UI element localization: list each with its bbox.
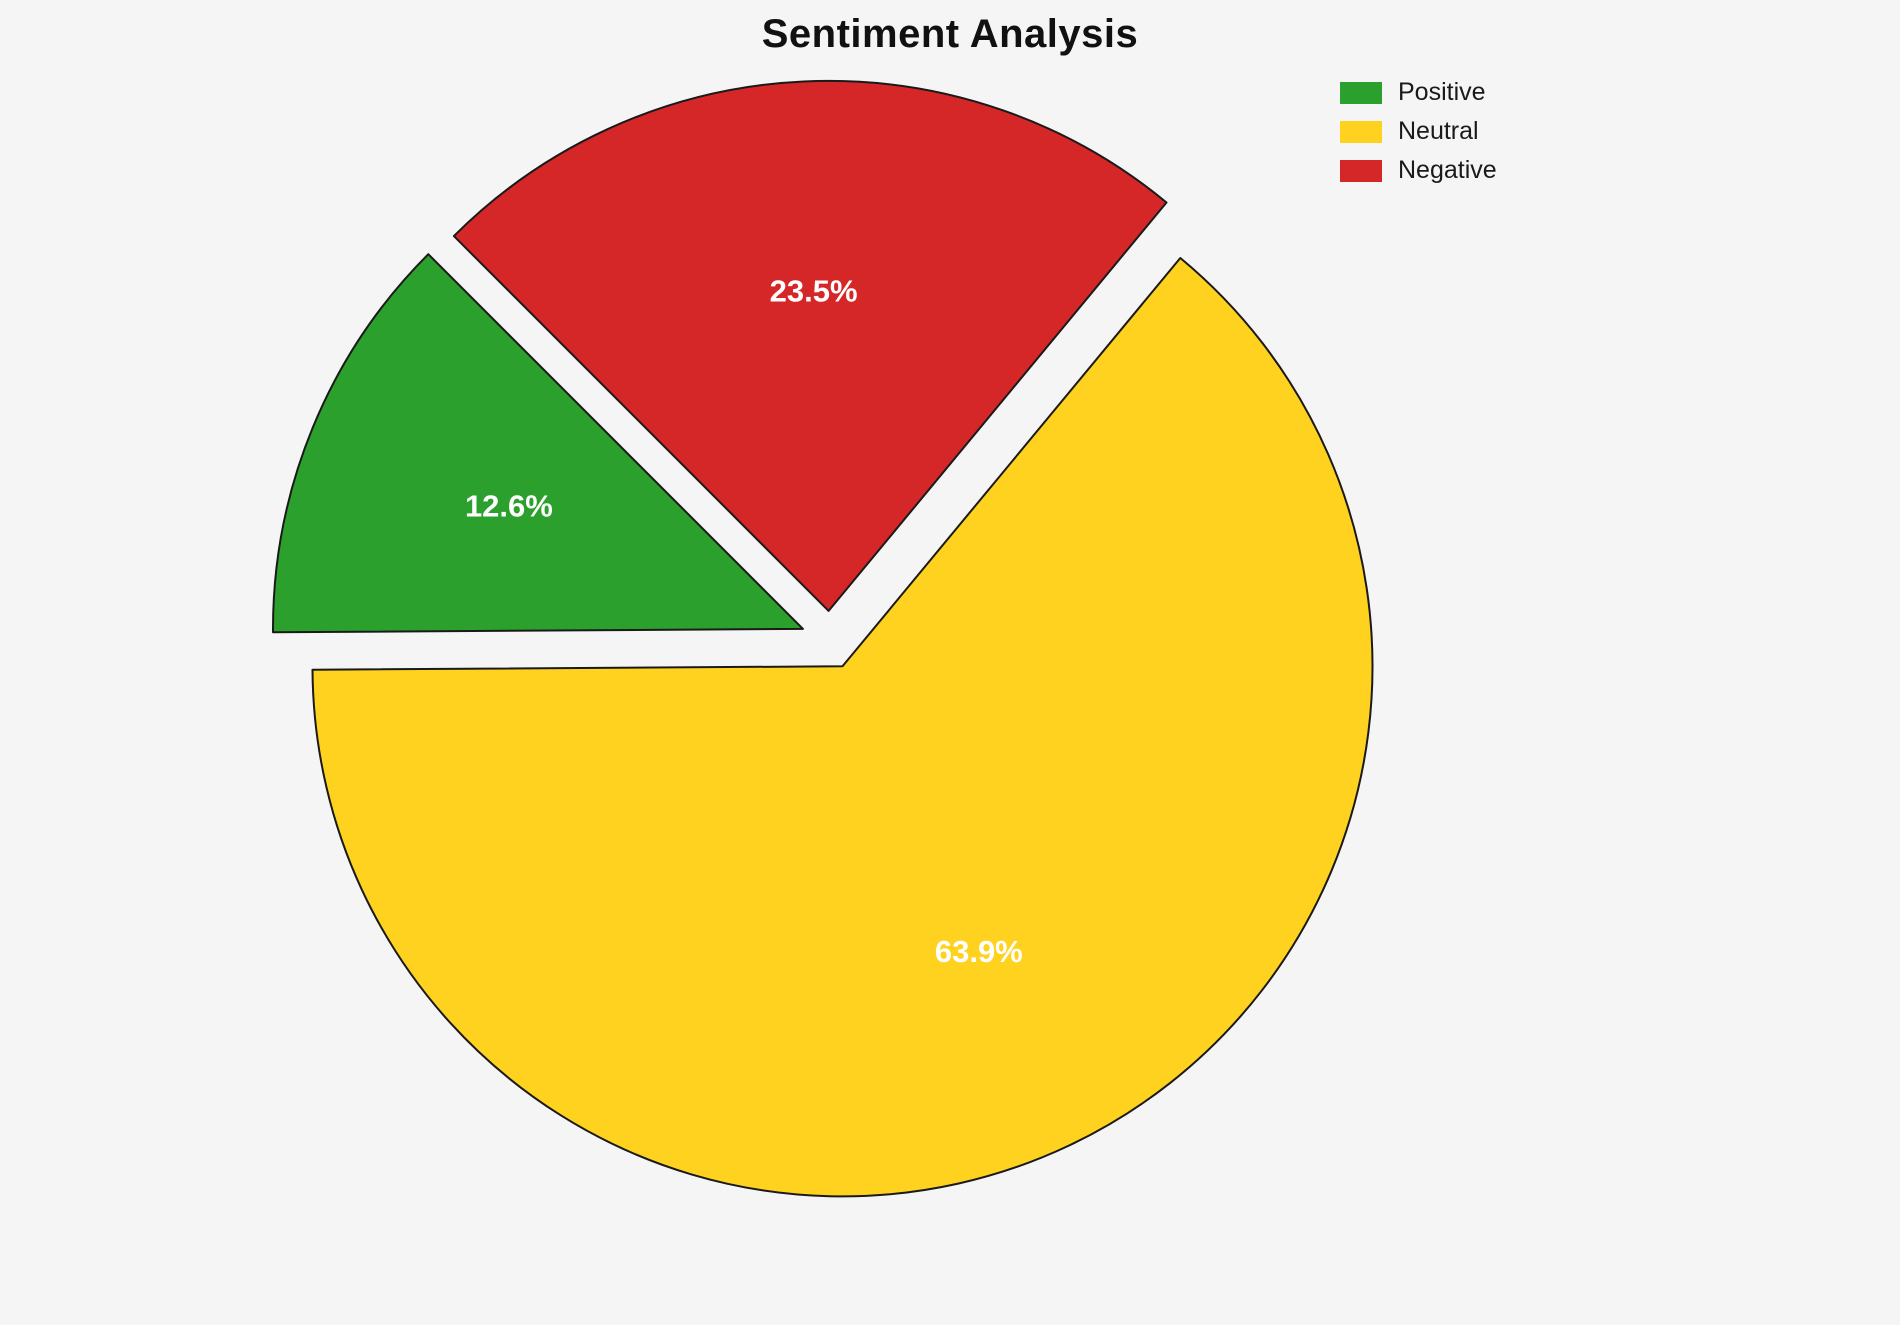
legend-label-negative: Negative: [1398, 156, 1497, 184]
legend-label-neutral: Neutral: [1398, 117, 1479, 145]
pie-slice-negative: [452, 79, 1168, 612]
chart-title: Sentiment Analysis: [761, 12, 1139, 56]
pie-pct-label-neutral: 63.9%: [935, 934, 1023, 969]
legend-swatch-negative: [1340, 159, 1382, 182]
legend-label-positive: Positive: [1398, 78, 1486, 106]
pie-slice-positive: [271, 253, 804, 634]
legend-swatch-positive: [1340, 81, 1382, 104]
legend-item-negative: Negative: [1340, 158, 1497, 183]
pie-pct-label-negative: 23.5%: [770, 273, 858, 308]
legend-swatch-neutral: [1340, 120, 1382, 143]
pie-slice-neutral: [311, 257, 1374, 1198]
pie-pct-label-positive: 12.6%: [465, 488, 553, 523]
legend-item-neutral: Neutral: [1340, 119, 1497, 144]
chart-legend: Positive Neutral Negative: [1340, 80, 1497, 183]
legend-item-positive: Positive: [1340, 80, 1497, 105]
